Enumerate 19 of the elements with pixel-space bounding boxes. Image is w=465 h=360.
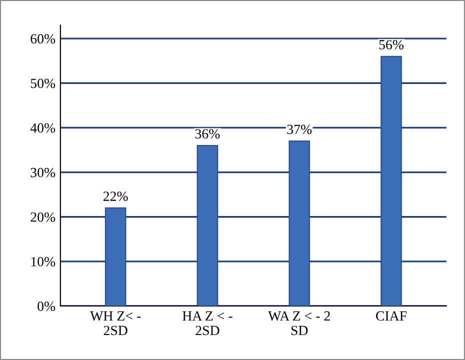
x-tick-label: WA Z < - 2 SD — [268, 311, 330, 336]
y-tick-label: 10% — [31, 257, 56, 266]
bar — [104, 207, 126, 306]
y-tick-label: 0% — [38, 302, 56, 311]
x-tick-label: WH Z< - 2SD — [90, 311, 141, 336]
data-label: 56% — [379, 40, 404, 50]
y-tick-label: 60% — [30, 34, 56, 44]
x-tick-label: HA Z < - 2SD — [182, 311, 232, 336]
data-label: 22% — [103, 192, 128, 201]
bar — [196, 144, 218, 306]
bar — [288, 140, 310, 306]
data-label: 37% — [287, 124, 312, 134]
bar — [380, 56, 402, 306]
x-tick-label: CIAF — [376, 311, 407, 321]
data-label: 36% — [195, 129, 220, 139]
y-tick-label: 50% — [30, 78, 56, 88]
y-tick-label: 40% — [30, 123, 56, 133]
y-tick-label: 20% — [30, 212, 56, 222]
y-tick-label: 30% — [30, 168, 56, 178]
